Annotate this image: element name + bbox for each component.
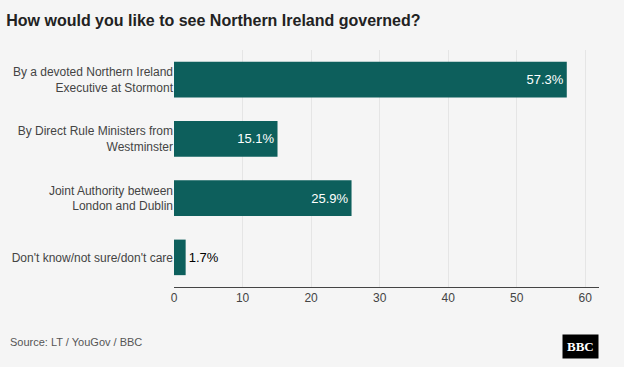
svg-text:Joint Authority betweenLondon: Joint Authority betweenLondon and Dublin bbox=[49, 184, 173, 214]
svg-text:15.1%: 15.1% bbox=[237, 131, 274, 146]
svg-text:10: 10 bbox=[236, 291, 250, 305]
svg-text:40: 40 bbox=[442, 291, 456, 305]
svg-text:50: 50 bbox=[510, 291, 524, 305]
svg-text:0: 0 bbox=[171, 291, 178, 305]
svg-text:25.9%: 25.9% bbox=[311, 191, 348, 206]
svg-text:60: 60 bbox=[579, 291, 593, 305]
svg-text:57.3%: 57.3% bbox=[526, 72, 563, 87]
svg-text:Don't know/not sure/don't care: Don't know/not sure/don't care bbox=[12, 251, 174, 265]
svg-text:30: 30 bbox=[373, 291, 387, 305]
svg-text:1.7%: 1.7% bbox=[189, 250, 219, 265]
svg-text:By a devoted Northern IrelandE: By a devoted Northern IrelandExecutive a… bbox=[13, 65, 174, 95]
svg-text:By Direct Rule Ministers fromW: By Direct Rule Ministers fromWestminster bbox=[18, 124, 173, 154]
svg-text:20: 20 bbox=[304, 291, 318, 305]
svg-text:BBC: BBC bbox=[567, 339, 594, 354]
svg-text:How would you like to see Nort: How would you like to see Northern Irela… bbox=[6, 12, 420, 29]
svg-text:Source: LT / YouGov / BBC: Source: LT / YouGov / BBC bbox=[10, 336, 142, 348]
